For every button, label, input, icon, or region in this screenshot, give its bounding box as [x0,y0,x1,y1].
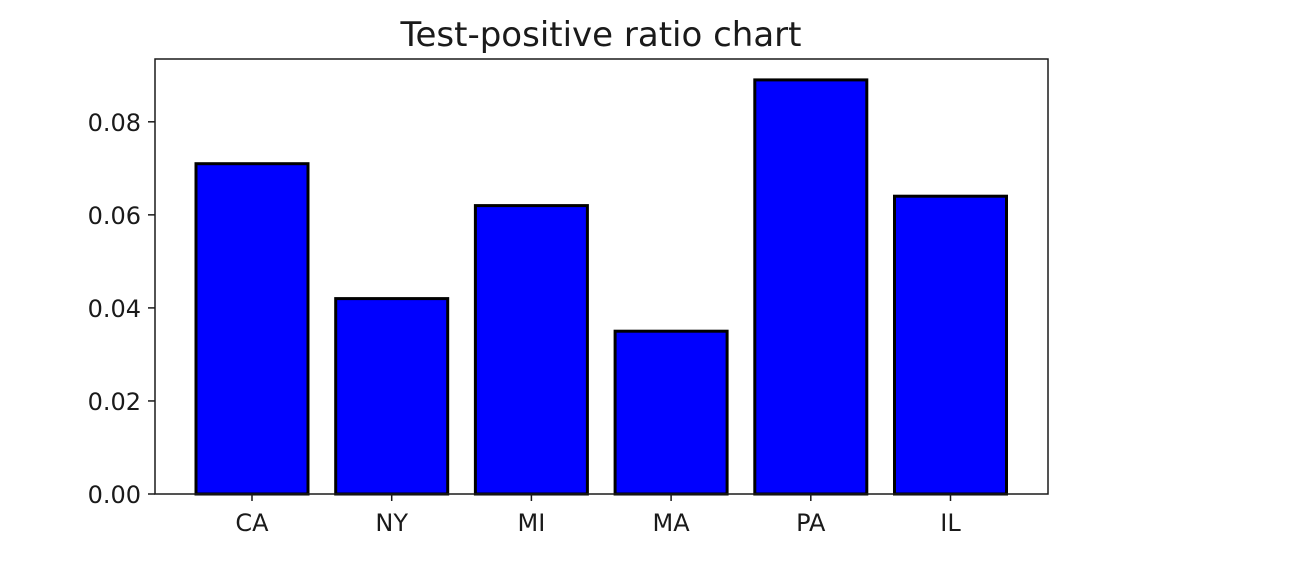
y-tick-label: 0.06 [88,202,141,230]
x-tick-label: CA [235,509,269,537]
x-tick-label: NY [375,509,408,537]
bar-ma [613,329,729,496]
y-tick-label: 0.04 [88,295,141,323]
y-axis: 0.00 0.02 0.04 0.06 0.08 [88,109,155,509]
bar-ca [194,162,310,496]
x-tick-label: MA [653,509,691,537]
y-tick-label: 0.02 [88,388,141,416]
bar-ny [334,297,450,496]
plot-frame [154,58,1049,495]
bar-il [893,194,1008,496]
x-tick-label: IL [940,509,961,537]
x-axis: CA NY MI MA PA IL [235,494,961,537]
x-tick-label: MI [518,509,546,537]
chart-title: Test-positive ratio chart [400,15,802,55]
bars-layer [194,78,1008,496]
y-tick-label: 0.00 [88,481,141,509]
bar-mi [473,204,589,496]
y-tick-label: 0.08 [88,109,141,137]
x-tick-label: PA [796,509,826,537]
bar-pa [753,78,869,496]
